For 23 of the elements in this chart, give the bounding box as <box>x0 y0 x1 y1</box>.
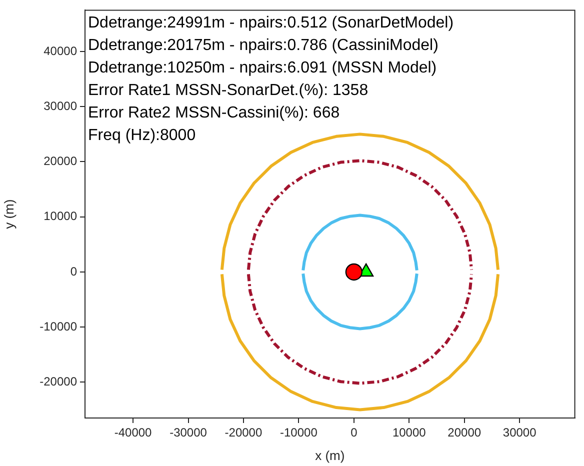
annotation: Ddetrange:24991m - npairs:0.512 (SonarDetModel) <box>88 14 454 32</box>
x-tick-label: -40000 <box>114 426 152 440</box>
annotation: Error Rate2 MSSN-Cassini(%): 668 <box>88 104 340 122</box>
x-tick-label: -10000 <box>280 426 318 440</box>
y-tick-label: 30000 <box>44 98 78 113</box>
y-tick-label: 40000 <box>44 44 78 58</box>
annotation: Ddetrange:10250m - npairs:6.091 (MSSN Model) <box>88 60 437 77</box>
x-tick-label: -30000 <box>170 426 208 440</box>
y-tick-label: 10000 <box>44 209 78 224</box>
x-tick-label: 10000 <box>392 426 426 440</box>
x-axis-title: x (m) <box>315 448 345 463</box>
annotation: Freq (Hz):8000 <box>88 127 196 144</box>
y-tick-label: 20000 <box>44 154 78 168</box>
x-tick-label: 0 <box>350 426 358 440</box>
annotation: Ddetrange:20175m - npairs:0.786 (CassiniModel) <box>88 37 438 54</box>
y-tick-label: -10000 <box>40 319 78 334</box>
x-tick-label: 30000 <box>502 426 537 440</box>
y-axis-title: y (m) <box>1 199 16 229</box>
y-tick-label: 0 <box>70 264 78 278</box>
x-tick-label: -20000 <box>224 426 262 440</box>
annotation: Error Rate1 MSSN-SonarDet.(%): 1358 <box>88 82 368 100</box>
y-tick-label: -20000 <box>40 374 78 388</box>
x-tick-label: 20000 <box>448 426 482 440</box>
